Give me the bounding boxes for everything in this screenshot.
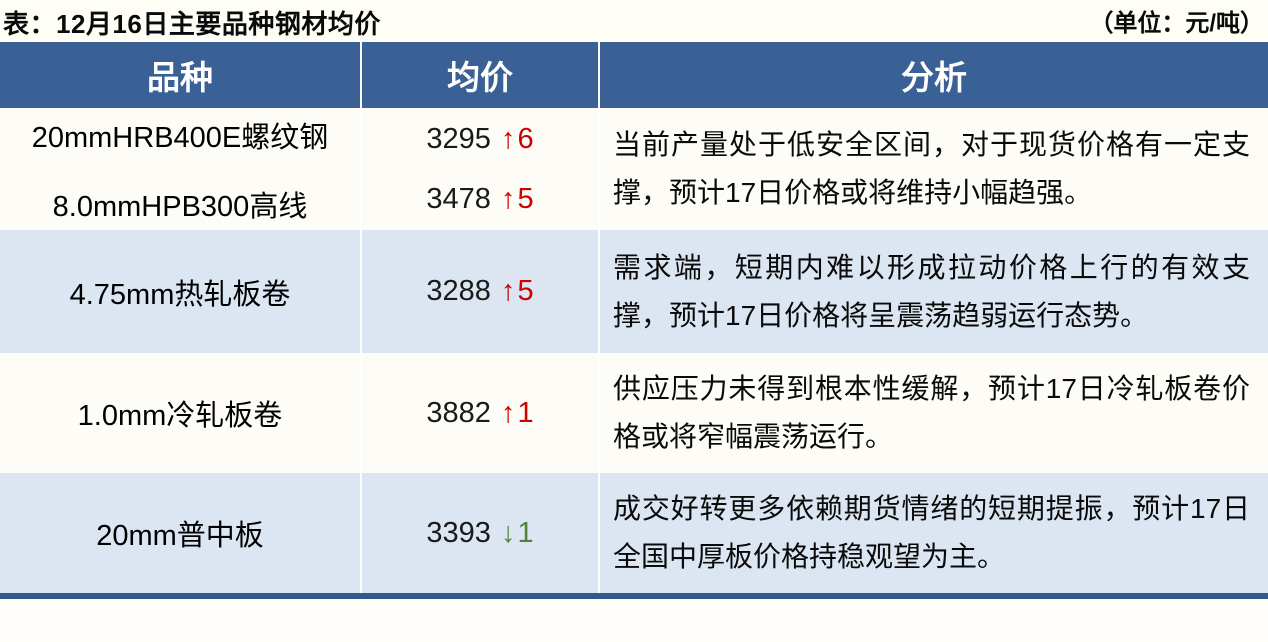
analysis-text: 供应压力未得到根本性缓解，预计17日冷轧板卷价格或将窄幅震荡运行。 (613, 373, 1250, 452)
price-cell: 3393 ↓1 (360, 473, 599, 593)
table-row-rebar-wirerod: 20mmHRB400E螺纹钢 8.0mmHPB300高线 3295 ↑6 3478… (0, 108, 1268, 230)
price-value: 3295 (426, 122, 491, 155)
header-row: 品种 均价 分析 (0, 42, 1268, 108)
up-arrow-icon: ↑ (500, 275, 518, 307)
table-row-medium-plate: 20mm普中板 3393 ↓1 成交好转更多依赖期货情绪的短期提振，预计17日全国… (0, 473, 1268, 593)
variety-cell: 20mmHRB400E螺纹钢 8.0mmHPB300高线 (0, 108, 361, 230)
change-value: 6 (517, 122, 534, 155)
steel-price-table: 品种 均价 分析 20mmHRB400E螺纹钢 8.0mmHPB300高线 32… (0, 42, 1268, 593)
product-name: 20mm普中板 (96, 520, 264, 552)
price-line: 3478 ↑5 (362, 183, 598, 216)
header-analysis: 分析 (598, 42, 1268, 108)
table-row-cold-rolled-coil: 1.0mm冷轧板卷 3882 ↑1 供应压力未得到根本性缓解，预计17日冷轧板卷价… (0, 353, 1268, 473)
price-change: ↓1 (501, 517, 534, 549)
variety-cell: 4.75mm热轧板卷 (0, 230, 361, 353)
table-bottom-border (0, 593, 1268, 599)
price-change: ↑1 (501, 397, 534, 429)
analysis-cell: 成交好转更多依赖期货情绪的短期提振，预计17日全国中厚板价格持稳观望为主。 (598, 473, 1268, 593)
price-change: ↑5 (501, 275, 534, 307)
price-line: 3393 ↓1 (362, 517, 598, 550)
price-value: 3882 (426, 396, 491, 429)
up-arrow-icon: ↑ (500, 396, 518, 429)
analysis-text: 当前产量处于低安全区间，对于现货价格有一定支撑，预计17日价格或将维持小幅趋强。 (613, 129, 1250, 208)
price-stack: 3295 ↑6 3478 ↑5 (362, 123, 598, 216)
variety-stack: 20mmHRB400E螺纹钢 8.0mmHPB300高线 (0, 114, 360, 225)
unit-note: （单位：元/吨） (1089, 10, 1264, 37)
title-bar: 表：12月16日主要品种钢材均价 （单位：元/吨） (0, 0, 1268, 42)
table-row-hot-rolled-coil: 4.75mm热轧板卷 3288 ↑5 需求端，短期内难以形成拉动价格上行的有效支撑… (0, 230, 1268, 353)
product-name: 1.0mm冷轧板卷 (77, 400, 283, 432)
change-value: 1 (517, 396, 534, 429)
down-arrow-icon: ↓ (500, 516, 518, 549)
analysis-cell: 需求端，短期内难以形成拉动价格上行的有效支撑，预计17日价格将呈震荡趋弱运行态势… (598, 230, 1268, 353)
up-arrow-icon: ↑ (500, 122, 518, 155)
product-name: 4.75mm热轧板卷 (69, 278, 291, 311)
price-value: 3393 (426, 516, 491, 549)
price-value: 3478 (426, 182, 491, 215)
variety-cell: 1.0mm冷轧板卷 (0, 353, 361, 473)
change-value: 5 (517, 182, 534, 215)
product-name: 8.0mmHPB300高线 (52, 190, 308, 223)
table-title: 表：12月16日主要品种钢材均价 (3, 9, 381, 39)
bottom-whitespace (0, 599, 1268, 636)
price-change: ↑6 (501, 123, 534, 155)
change-value: 5 (517, 275, 534, 307)
analysis-cell: 供应压力未得到根本性缓解，预计17日冷轧板卷价格或将窄幅震荡运行。 (598, 353, 1268, 473)
price-cell: 3288 ↑5 (360, 230, 599, 353)
price-value: 3288 (426, 275, 491, 307)
price-cell: 3295 ↑6 3478 ↑5 (360, 108, 599, 230)
price-line: 3288 ↑5 (362, 275, 598, 308)
product-name: 20mmHRB400E螺纹钢 (31, 121, 329, 154)
header-avg-price: 均价 (360, 42, 599, 108)
variety-cell: 20mm普中板 (0, 473, 361, 593)
price-cell: 3882 ↑1 (360, 353, 599, 473)
change-value: 1 (517, 516, 534, 549)
analysis-text: 成交好转更多依赖期货情绪的短期提振，预计17日全国中厚板价格持稳观望为主。 (613, 493, 1250, 572)
price-change: ↑5 (501, 183, 534, 215)
up-arrow-icon: ↑ (500, 182, 518, 215)
analysis-cell: 当前产量处于低安全区间，对于现货价格有一定支撑，预计17日价格或将维持小幅趋强。 (598, 108, 1268, 230)
price-line: 3295 ↑6 (362, 123, 598, 156)
price-line: 3882 ↑1 (362, 397, 598, 430)
header-variety: 品种 (0, 42, 361, 108)
analysis-text: 需求端，短期内难以形成拉动价格上行的有效支撑，预计17日价格将呈震荡趋弱运行态势… (613, 251, 1250, 331)
